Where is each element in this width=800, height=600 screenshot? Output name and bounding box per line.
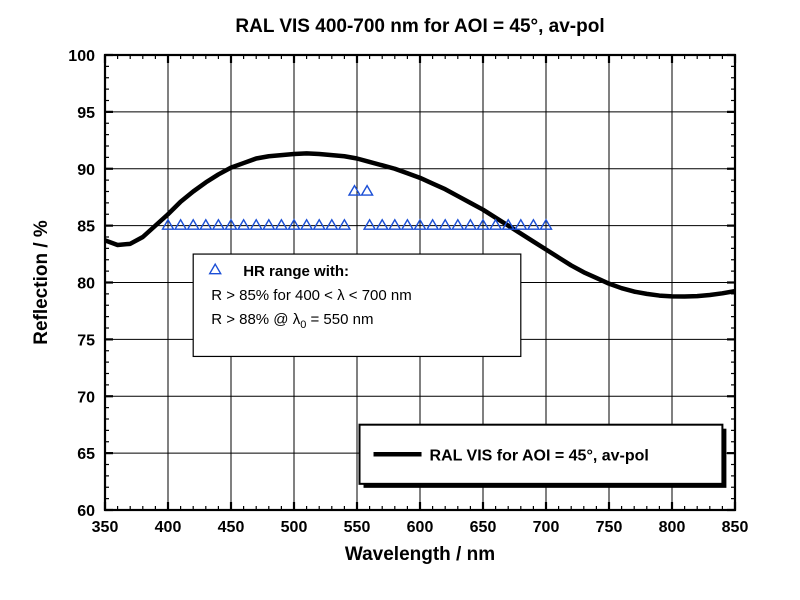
ytick-label: 90 [77, 162, 95, 179]
ytick-label: 100 [68, 48, 95, 65]
xtick-label: 350 [92, 519, 119, 536]
annotation-line-1: HR range with: [243, 263, 349, 280]
ytick-label: 95 [77, 105, 95, 122]
ytick-label: 60 [77, 503, 95, 520]
xtick-label: 800 [659, 519, 686, 536]
chart-title: RAL VIS 400-700 nm for AOI = 45°, av-pol [235, 16, 604, 37]
reflection-chart: RAL VIS 400-700 nm for AOI = 45°, av-pol… [0, 0, 800, 600]
chart-svg: RAL VIS 400-700 nm for AOI = 45°, av-pol… [0, 0, 800, 600]
xtick-label: 500 [281, 519, 308, 536]
annotation-line-2: R > 85% for 400 < λ < 700 nm [211, 287, 412, 304]
ytick-label: 65 [77, 446, 95, 463]
xtick-label: 750 [596, 519, 623, 536]
ytick-label: 70 [77, 389, 95, 406]
xtick-label: 650 [470, 519, 497, 536]
ytick-label: 80 [77, 276, 95, 293]
xtick-label: 700 [533, 519, 560, 536]
xtick-label: 600 [407, 519, 434, 536]
y-axis-label: Reflection / % [31, 220, 52, 345]
xtick-label: 400 [155, 519, 182, 536]
xtick-label: 550 [344, 519, 371, 536]
xtick-label: 450 [218, 519, 245, 536]
ytick-label: 75 [77, 332, 95, 349]
legend-label: RAL VIS for AOI = 45°, av-pol [430, 447, 649, 464]
x-axis-label: Wavelength / nm [345, 544, 495, 565]
xtick-label: 850 [722, 519, 749, 536]
ytick-label: 85 [77, 219, 95, 236]
